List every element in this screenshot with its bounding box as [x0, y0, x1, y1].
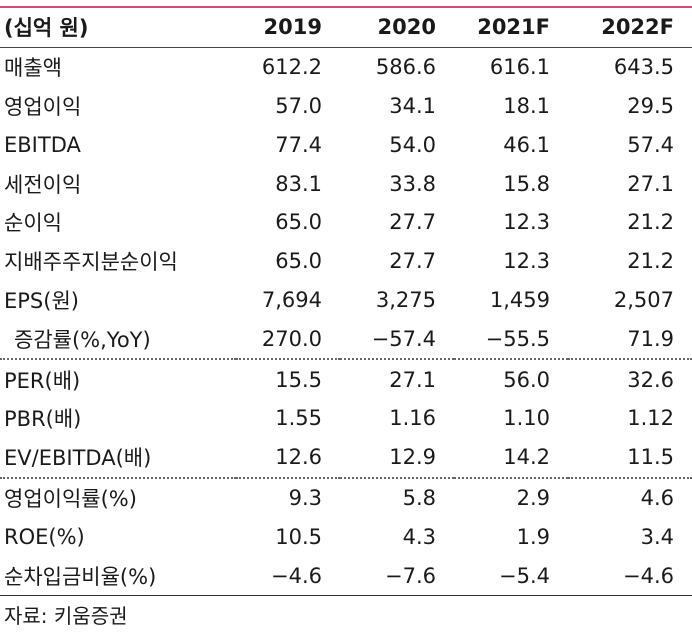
cell-value: 2,507 — [613, 287, 674, 312]
row-label: 순차입금비율(%) — [0, 556, 236, 596]
cell-value: 57.0 — [275, 93, 322, 118]
row-label: 영업이익 — [4, 94, 82, 119]
cell-value: 12.6 — [236, 437, 340, 479]
table-row: PER(배) 15.5 27.1 56.0 32.6 — [0, 359, 692, 399]
cell-value: 9.3 — [288, 485, 322, 510]
table-row: 매출액 612.2 586.6 616.1 643.5 — [0, 47, 692, 86]
cell-value: 2.9 — [516, 485, 550, 510]
row-label: 지배주주지분순이익 — [4, 250, 178, 275]
cell-value: −4.6 — [568, 556, 692, 596]
year-header: 2022F — [568, 8, 692, 48]
row-label: 세전이익 — [4, 172, 82, 197]
cell-value: 1.55 — [275, 406, 322, 431]
table-row: EBITDA 77.4 54.0 46.1 57.4 — [0, 125, 692, 164]
year-header: 2019 — [236, 8, 340, 48]
cell-value: 27.7 — [389, 249, 436, 274]
cell-value: 12.3 — [503, 249, 550, 274]
cell-value: 71.9 — [568, 319, 692, 361]
cell-value: 65.0 — [275, 210, 322, 235]
cell-value: −55.5 — [454, 319, 568, 361]
cell-value: −7.6 — [340, 556, 454, 596]
cell-value: 616.1 — [489, 55, 550, 80]
row-label: EV/EBITDA(배) — [0, 437, 236, 479]
year-header: 2020 — [340, 8, 454, 48]
financial-summary-table: (십억 원) 2019 2020 2021F 2022F 매출액 612.2 5… — [0, 8, 692, 596]
cell-value: 83.1 — [275, 171, 322, 196]
cell-value: 1.9 — [516, 524, 550, 549]
cell-value: 1,459 — [489, 287, 550, 312]
cell-value: 27.1 — [627, 171, 674, 196]
cell-value: 7,694 — [261, 287, 322, 312]
cell-value: 33.8 — [389, 171, 436, 196]
cell-value: 643.5 — [613, 55, 674, 80]
table-row: 세전이익 83.1 33.8 15.8 27.1 — [0, 164, 692, 203]
table-row: 영업이익률(%) 9.3 5.8 2.9 4.6 — [0, 478, 692, 518]
table-row: 지배주주지분순이익 65.0 27.7 12.3 21.2 — [0, 242, 692, 281]
cell-value: 54.0 — [389, 132, 436, 157]
table-row: 증감률(%,YoY) 270.0 −57.4 −55.5 71.9 — [0, 319, 692, 361]
source-note: 자료: 키움증권 — [4, 604, 128, 628]
cell-value: 15.8 — [503, 171, 550, 196]
row-label: 매출액 — [4, 56, 62, 81]
cell-value: 21.2 — [627, 210, 674, 235]
row-label: 증감률(%,YoY) — [0, 319, 236, 361]
table-row: 순이익 65.0 27.7 12.3 21.2 — [0, 203, 692, 242]
cell-value: 46.1 — [503, 132, 550, 157]
cell-value: 1.12 — [627, 406, 674, 431]
year-header: 2021F — [454, 8, 568, 48]
cell-value: 57.4 — [627, 132, 674, 157]
table-row: EV/EBITDA(배) 12.6 12.9 14.2 11.5 — [0, 437, 692, 479]
cell-value: 32.6 — [627, 367, 674, 392]
cell-value: 12.3 — [503, 210, 550, 235]
cell-value: 3,275 — [375, 287, 436, 312]
cell-value: 11.5 — [568, 437, 692, 479]
row-label: PBR(배) — [4, 407, 82, 432]
cell-value: 4.6 — [640, 485, 674, 510]
header-row: (십억 원) 2019 2020 2021F 2022F — [0, 8, 692, 48]
cell-value: 56.0 — [503, 367, 550, 392]
cell-value: 77.4 — [275, 132, 322, 157]
cell-value: 586.6 — [375, 55, 436, 80]
cell-value: 27.7 — [389, 210, 436, 235]
cell-value: 34.1 — [389, 93, 436, 118]
cell-value: 1.10 — [503, 406, 550, 431]
table-row: 영업이익 57.0 34.1 18.1 29.5 — [0, 87, 692, 126]
cell-value: 270.0 — [236, 319, 340, 361]
cell-value: 1.16 — [389, 406, 436, 431]
cell-value: 14.2 — [454, 437, 568, 479]
cell-value: 29.5 — [627, 93, 674, 118]
cell-value: 12.9 — [340, 437, 454, 479]
table-row: PBR(배) 1.55 1.16 1.10 1.12 — [0, 399, 692, 438]
cell-value: −57.4 — [340, 319, 454, 361]
cell-value: 10.5 — [275, 524, 322, 549]
table-row: EPS(원) 7,694 3,275 1,459 2,507 — [0, 281, 692, 320]
cell-value: 5.8 — [402, 485, 436, 510]
cell-value: 15.5 — [275, 367, 322, 392]
table-row: ROE(%) 10.5 4.3 1.9 3.4 — [0, 517, 692, 556]
table-row: 순차입금비율(%) −4.6 −7.6 −5.4 −4.6 — [0, 556, 692, 596]
cell-value: 27.1 — [389, 367, 436, 392]
row-label: PER(배) — [4, 368, 81, 393]
cell-value: 3.4 — [640, 524, 674, 549]
unit-label: (십억 원) — [0, 8, 236, 48]
row-label: ROE(%) — [4, 524, 85, 549]
cell-value: 612.2 — [261, 55, 322, 80]
row-label: 영업이익률(%) — [4, 486, 137, 511]
cell-value: 18.1 — [503, 93, 550, 118]
cell-value: −4.6 — [236, 556, 340, 596]
cell-value: 21.2 — [627, 249, 674, 274]
row-label: 순이익 — [4, 211, 62, 236]
row-label: EPS(원) — [4, 288, 79, 313]
row-label: EBITDA — [4, 132, 81, 157]
cell-value: 65.0 — [275, 249, 322, 274]
top-accent-rule — [0, 6, 692, 8]
cell-value: −5.4 — [454, 556, 568, 596]
cell-value: 4.3 — [402, 524, 436, 549]
